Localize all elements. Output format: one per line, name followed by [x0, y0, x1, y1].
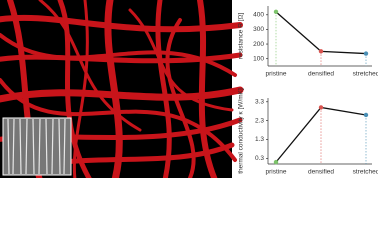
x-tick-label: densified [308, 71, 334, 78]
y-tick-label: 2.3 [255, 117, 264, 124]
y-axis-label: resistance R [Ω] [238, 13, 245, 60]
x-tick-label: pristine [266, 71, 287, 78]
line [275, 11, 367, 55]
x-tick-label: densified [308, 169, 334, 176]
y-tick-label: 200 [253, 41, 264, 48]
y-tick-label: 400 [253, 11, 264, 18]
y-tick-label: 0.3 [255, 155, 264, 162]
point [318, 105, 324, 110]
fiber-render [0, 0, 244, 184]
y-axis-label: thermal conductivity κ [W/mK] [238, 88, 245, 174]
x-tick-label: stretched [353, 169, 378, 176]
point [273, 9, 279, 15]
x-tick-label: pristine [266, 169, 287, 176]
y-tick-label: 300 [253, 26, 264, 33]
figure: resistance R [Ω] 100 200 300 400 pristine dens… [0, 0, 378, 184]
point [363, 112, 369, 118]
y-tick-label: 1.3 [255, 136, 264, 143]
point [273, 159, 279, 165]
y-tick-label: 100 [253, 55, 264, 62]
x-tick-label: stretched [353, 71, 378, 78]
y-tick-label: 3.3 [255, 98, 264, 105]
point [318, 49, 324, 54]
point [363, 51, 369, 56]
